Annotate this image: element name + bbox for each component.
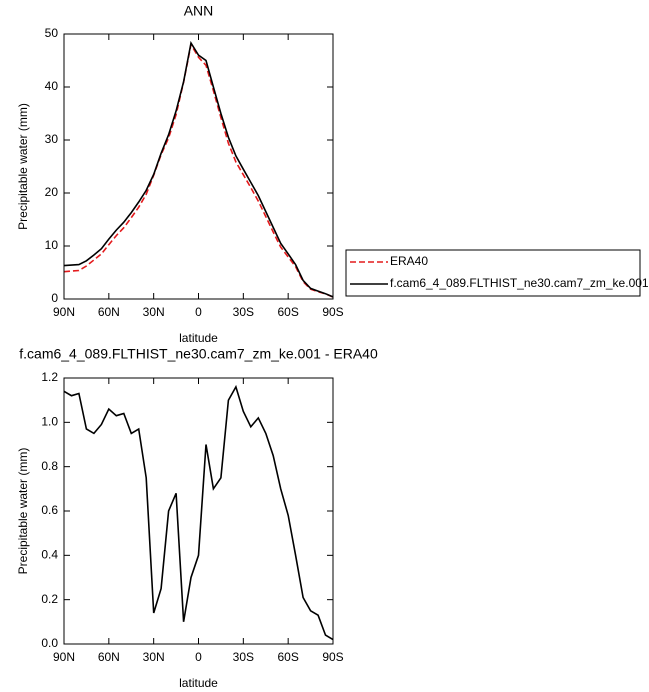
y-axis-label: Precipitable water (mm) [16, 448, 30, 575]
y-tick-label: 0.4 [41, 548, 58, 562]
x-tick-label: 60N [98, 305, 120, 319]
x-tick-label: 90N [53, 305, 75, 319]
x-tick-label: 30S [233, 305, 254, 319]
data-line [63, 42, 334, 298]
y-tick-label: 0.8 [41, 459, 58, 473]
chart-title: ANN [184, 3, 214, 19]
y-tick-label: 0.2 [41, 592, 58, 606]
x-tick-label: 60S [277, 305, 298, 319]
x-tick-label: 90N [53, 650, 75, 664]
y-tick-label: 20 [45, 185, 59, 199]
y-tick-label: 0.6 [41, 503, 58, 517]
x-axis-label: latitude [179, 331, 218, 345]
x-tick-label: 90S [322, 650, 343, 664]
y-tick-label: 40 [45, 79, 59, 93]
chart-title: f.cam6_4_089.FLTHIST_ne30.cam7_zm_ke.001… [19, 346, 378, 362]
x-axis-label: latitude [179, 676, 218, 690]
x-tick-label: 30S [233, 650, 254, 664]
x-tick-label: 30N [143, 305, 165, 319]
y-axis-label: Precipitable water (mm) [16, 103, 30, 230]
x-tick-label: 0 [195, 305, 202, 319]
y-tick-label: 1.2 [41, 370, 58, 384]
x-tick-label: 60S [277, 650, 298, 664]
x-tick-label: 30N [143, 650, 165, 664]
legend-label: ERA40 [390, 254, 428, 268]
y-tick-label: 0 [51, 291, 58, 305]
y-tick-label: 50 [45, 26, 59, 40]
legend-label: f.cam6_4_089.FLTHIST_ne30.cam7_zm_ke.001 [390, 276, 649, 290]
x-tick-label: 90S [322, 305, 343, 319]
legend-box [345, 249, 641, 297]
x-tick-label: 0 [195, 650, 202, 664]
y-tick-label: 10 [45, 238, 59, 252]
data-line [63, 40, 334, 298]
y-tick-label: 0.0 [41, 636, 58, 650]
x-tick-label: 60N [98, 650, 120, 664]
y-tick-label: 30 [45, 132, 59, 146]
plot-frame [63, 377, 334, 645]
plot-frame [63, 33, 334, 300]
y-tick-label: 1.0 [41, 415, 58, 429]
data-line [63, 384, 334, 641]
